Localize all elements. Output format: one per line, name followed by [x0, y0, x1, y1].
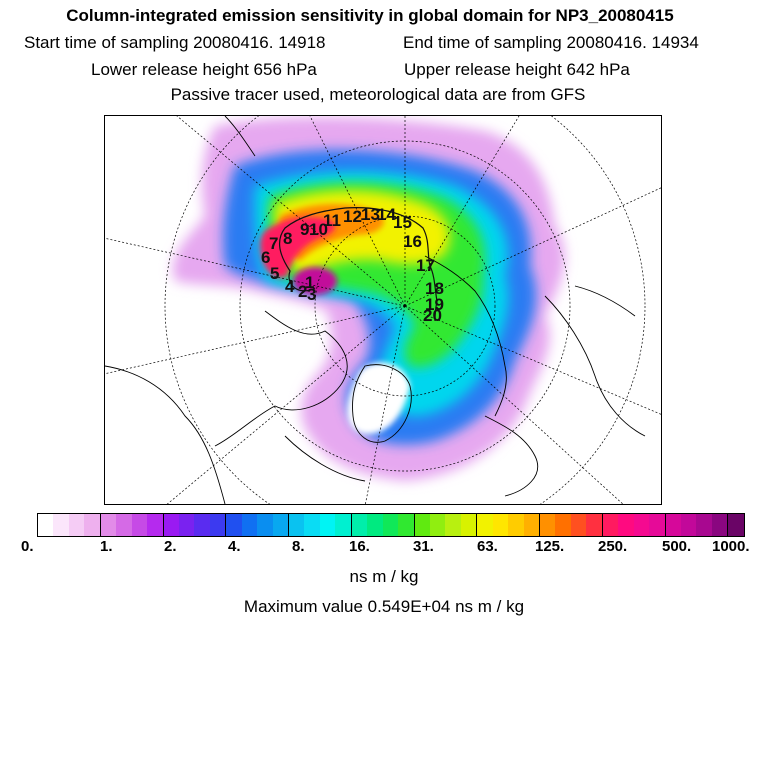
trajectory-label: 20 [423, 306, 442, 325]
colorbar-swatch [209, 514, 226, 536]
colorbar-tick: 500. [662, 538, 692, 555]
colorbar-tick: 2. [164, 538, 177, 555]
colorbar-swatch [178, 514, 195, 536]
colorbar-swatch [99, 514, 117, 536]
colorbar-swatch [304, 514, 320, 536]
colorbar-swatch [68, 514, 85, 536]
trajectory-label: 18 [425, 279, 444, 298]
sensitivity-map: 1 2 3 4 5 6 7 8 9 10 11 12 13 14 15 16 1… [105, 116, 661, 504]
colorbar-tick: 16. [349, 538, 370, 555]
trajectory-label: 5 [270, 264, 279, 283]
colorbar-swatch [367, 514, 383, 536]
colorbar-swatch [508, 514, 524, 536]
colorbar-swatch [319, 514, 336, 536]
colorbar-swatch [696, 514, 712, 536]
colorbar-swatch [445, 514, 461, 536]
colorbar-swatch [194, 514, 210, 536]
colorbar-swatch [116, 514, 132, 536]
colorbar-swatch [335, 514, 351, 536]
trajectory-label: 7 [269, 234, 278, 253]
map-panel: 1 2 3 4 5 6 7 8 9 10 11 12 13 14 15 16 1… [104, 115, 662, 505]
colorbar-swatch [618, 514, 634, 536]
colorbar-swatch [429, 514, 446, 536]
plot-title: Column-integrated emission sensitivity i… [66, 6, 674, 25]
colorbar-units: ns m / kg [349, 567, 419, 586]
colorbar-swatch [570, 514, 587, 536]
colorbar-swatch [476, 514, 493, 536]
sensitivity-field [172, 116, 565, 481]
upper-release-label: Upper release height 642 hPa [404, 60, 630, 79]
colorbar-swatch [601, 514, 619, 536]
colorbar-swatch [257, 514, 273, 536]
colorbar-swatch [53, 514, 69, 536]
colorbar-tick: 250. [598, 538, 628, 555]
colorbar-tick: 1. [100, 538, 113, 555]
tracer-info-label: Passive tracer used, meteorological data… [170, 85, 586, 104]
colorbar-tick: 63. [477, 538, 498, 555]
colorbar-swatch [539, 514, 556, 536]
colorbar-swatch [288, 514, 305, 536]
trajectory-label: 4 [285, 277, 295, 296]
start-time-label: Start time of sampling 20080416. 14918 [24, 33, 326, 52]
graticule [105, 116, 661, 504]
colorbar-swatch [398, 514, 414, 536]
plume-red [260, 216, 336, 278]
trajectory-label: 2 [298, 282, 307, 301]
colorbar-swatch [350, 514, 368, 536]
low-sensitivity-gap [347, 362, 410, 435]
coastlines [105, 116, 646, 504]
colorbar-swatch [664, 514, 681, 536]
colorbar-swatch [225, 514, 242, 536]
colorbar-tick: 0. [21, 538, 34, 555]
colorbar-swatch [649, 514, 665, 536]
trajectory-label: 6 [261, 248, 270, 267]
colorbar-swatch [711, 514, 728, 536]
colorbar-tick: 1000. [712, 538, 750, 555]
colorbar-tick: 31. [413, 538, 434, 555]
trajectory-label: 15 [393, 213, 412, 232]
colorbar-swatch [523, 514, 539, 536]
trajectory-label: 1 [305, 273, 314, 292]
colorbar-swatch [680, 514, 697, 536]
colorbar-swatch [131, 514, 148, 536]
colorbar-swatch [147, 514, 163, 536]
colorbar-swatch [555, 514, 571, 536]
trajectory-labels: 1 2 3 4 5 6 7 8 9 10 11 12 13 14 15 16 1… [261, 205, 444, 325]
trajectory-label: 3 [307, 285, 316, 304]
colorbar-swatch [162, 514, 179, 536]
colorbar-swatch [272, 514, 288, 536]
colorbar-swatch [460, 514, 477, 536]
trajectory-label: 11 [323, 211, 341, 230]
trajectory-label: 9 [300, 220, 309, 239]
trajectory-label: 12 [343, 207, 362, 226]
colorbar-swatch [727, 514, 744, 536]
trajectory-label: 16 [403, 232, 422, 251]
colorbar-tick: 4. [228, 538, 241, 555]
trajectory-label: 17 [416, 256, 435, 275]
trajectory-label: 14 [377, 205, 396, 224]
trajectory-label: 10 [309, 220, 328, 239]
colorbar-swatch [586, 514, 602, 536]
colorbar-swatch [382, 514, 399, 536]
trajectory-label: 19 [425, 295, 444, 314]
colorbar-swatch [38, 514, 54, 536]
colorbar-swatch [492, 514, 509, 536]
trajectory-path [278, 207, 438, 322]
trajectory-label: 13 [361, 205, 380, 224]
colorbar-swatch [633, 514, 650, 536]
colorbar-tick: 125. [535, 538, 565, 555]
colorbar-swatch [241, 514, 258, 536]
colorbar-swatch [413, 514, 430, 536]
colorbar-tick: 8. [292, 538, 305, 555]
maximum-value-label: Maximum value 0.549E+04 ns m / kg [243, 597, 525, 616]
colorbar-swatch [84, 514, 100, 536]
trajectory-label: 8 [283, 229, 292, 248]
colorbar [37, 513, 745, 537]
lower-release-label: Lower release height 656 hPa [91, 60, 317, 79]
end-time-label: End time of sampling 20080416. 14934 [403, 33, 699, 52]
